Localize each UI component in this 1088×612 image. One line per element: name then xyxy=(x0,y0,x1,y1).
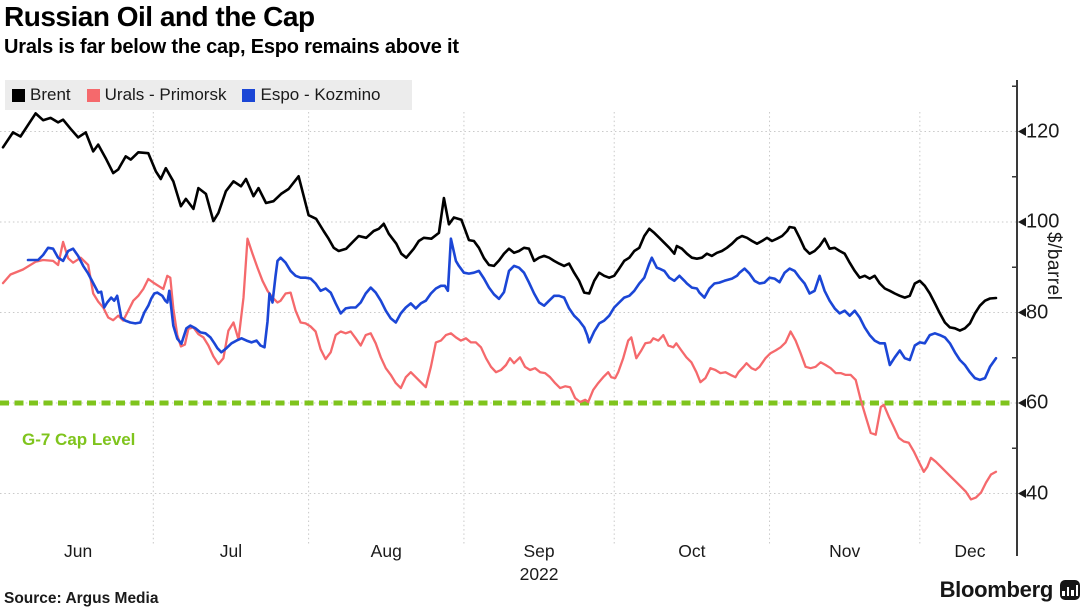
legend-label-urals: Urals - Primorsk xyxy=(104,85,227,104)
legend-item-urals: Urals - Primorsk xyxy=(86,85,227,105)
series-line-espo xyxy=(26,237,998,382)
urals-swatch-icon xyxy=(86,88,100,102)
x-tick-label-aug: Aug xyxy=(370,541,402,561)
y-tick-label-40: 40 xyxy=(1026,482,1049,504)
brent-swatch-icon xyxy=(12,88,25,102)
y-major-tick-40 xyxy=(1018,489,1026,498)
y-major-tick-120 xyxy=(1018,127,1026,136)
source-note: Source: Argus Media xyxy=(4,590,159,607)
y-axis-title: $/barrel xyxy=(1043,232,1064,301)
series-line-brent xyxy=(1,112,998,332)
espo-swatch-icon xyxy=(242,88,256,102)
cap-line-label: G-7 Cap Level xyxy=(22,430,136,449)
legend: Brent Urals - Primorsk Espo - Kozmino xyxy=(5,80,412,110)
x-tick-label-nov: Nov xyxy=(829,541,861,561)
legend-item-espo: Espo - Kozmino xyxy=(242,85,380,105)
legend-label-brent: Brent xyxy=(30,85,71,104)
x-tick-label-jul: Jul xyxy=(219,541,243,561)
page-subtitle: Urals is far below the cap, Espo remains… xyxy=(4,36,459,58)
x-tick-label-oct: Oct xyxy=(678,541,706,561)
y-major-tick-100 xyxy=(1018,217,1026,227)
y-tick-label-100: 100 xyxy=(1026,210,1060,233)
x-axis-year-label: 2022 xyxy=(519,564,559,584)
x-tick-label-sep: Sep xyxy=(523,541,555,561)
y-tick-label-80: 80 xyxy=(1026,301,1049,323)
y-tick-label-60: 60 xyxy=(1026,391,1049,414)
page-title: Russian Oil and the Cap xyxy=(4,1,315,32)
legend-label-espo: Espo - Kozmino xyxy=(260,85,381,104)
y-tick-label-120: 120 xyxy=(1026,120,1060,142)
x-tick-label-jun: Jun xyxy=(64,541,93,561)
bloomberg-logo: Bloomberg xyxy=(940,577,1080,603)
y-major-tick-80 xyxy=(1018,308,1026,317)
y-major-tick-60 xyxy=(1018,398,1026,408)
bar-chart-bubble-icon xyxy=(1060,580,1080,600)
legend-item-brent: Brent xyxy=(12,85,71,105)
x-tick-label-dec: Dec xyxy=(954,541,986,561)
bloomberg-wordmark: Bloomberg xyxy=(939,577,1054,602)
series-line-urals xyxy=(1,237,998,501)
